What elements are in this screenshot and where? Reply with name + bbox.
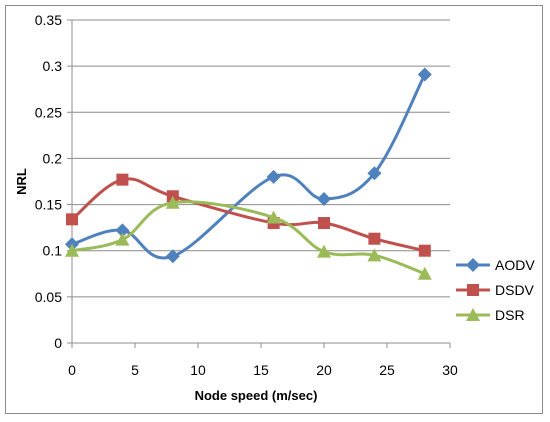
y-tick-label: 0.15 bbox=[35, 197, 62, 213]
data-point-aodv bbox=[115, 223, 130, 238]
x-axis-label: Node speed (m/sec) bbox=[195, 388, 318, 403]
data-point-dsr bbox=[317, 244, 331, 258]
data-point-dsr bbox=[266, 210, 281, 224]
data-point-dsr bbox=[417, 266, 432, 280]
data-point-dsdv bbox=[116, 173, 129, 186]
data-point-aodv bbox=[165, 249, 180, 264]
data-point-dsr bbox=[65, 243, 79, 257]
data-point-dsr bbox=[367, 248, 382, 262]
data-point-aodv bbox=[317, 192, 331, 207]
x-tick-label: 30 bbox=[442, 362, 458, 378]
data-point-dsdv bbox=[318, 217, 330, 230]
data-point-dsr bbox=[115, 232, 130, 246]
legend-label-dsdv: DSDV bbox=[495, 282, 535, 298]
legend-label-dsr: DSR bbox=[495, 307, 525, 323]
chart-frame bbox=[5, 5, 543, 414]
legend-label-aodv: AODV bbox=[495, 257, 535, 273]
legend-marker-dsr bbox=[466, 308, 480, 321]
tick-labels: 0 0.05 0.1 0.15 0.2 0.25 0.3 0.35 0 5 10 15 20 25 30 bbox=[35, 12, 458, 378]
data-point-dsdv bbox=[368, 232, 381, 245]
data-point-aodv bbox=[266, 169, 281, 184]
y-axis-label: NRL bbox=[14, 168, 29, 195]
y-tick-label: 0.35 bbox=[35, 12, 62, 28]
data-point-dsdv bbox=[418, 244, 431, 257]
y-tick-label: 0.05 bbox=[35, 289, 62, 305]
x-tick-label: 15 bbox=[253, 362, 269, 378]
gridlines bbox=[72, 19, 450, 298]
x-tick-label: 10 bbox=[190, 362, 206, 378]
legend-marker-dsdv bbox=[467, 284, 479, 296]
data-point-aodv bbox=[367, 166, 382, 181]
axes bbox=[67, 19, 451, 348]
y-tick-label: 0.25 bbox=[35, 104, 62, 120]
y-tick-label: 0.2 bbox=[43, 150, 63, 166]
legend: AODV DSDV DSR bbox=[456, 257, 535, 323]
data-point-dsr bbox=[165, 195, 180, 209]
legend-marker-aodv bbox=[466, 258, 480, 272]
y-tick-label: 0 bbox=[54, 335, 62, 351]
data-point-dsdv bbox=[66, 213, 78, 226]
y-tick-label: 0.1 bbox=[43, 243, 63, 259]
x-tick-label: 5 bbox=[131, 362, 139, 378]
y-tick-label: 0.3 bbox=[43, 58, 63, 74]
x-tick-label: 0 bbox=[68, 362, 76, 378]
x-tick-label: 25 bbox=[379, 362, 395, 378]
data-point-aodv bbox=[417, 67, 432, 82]
x-tick-label: 20 bbox=[316, 362, 332, 378]
series-group bbox=[65, 67, 432, 280]
